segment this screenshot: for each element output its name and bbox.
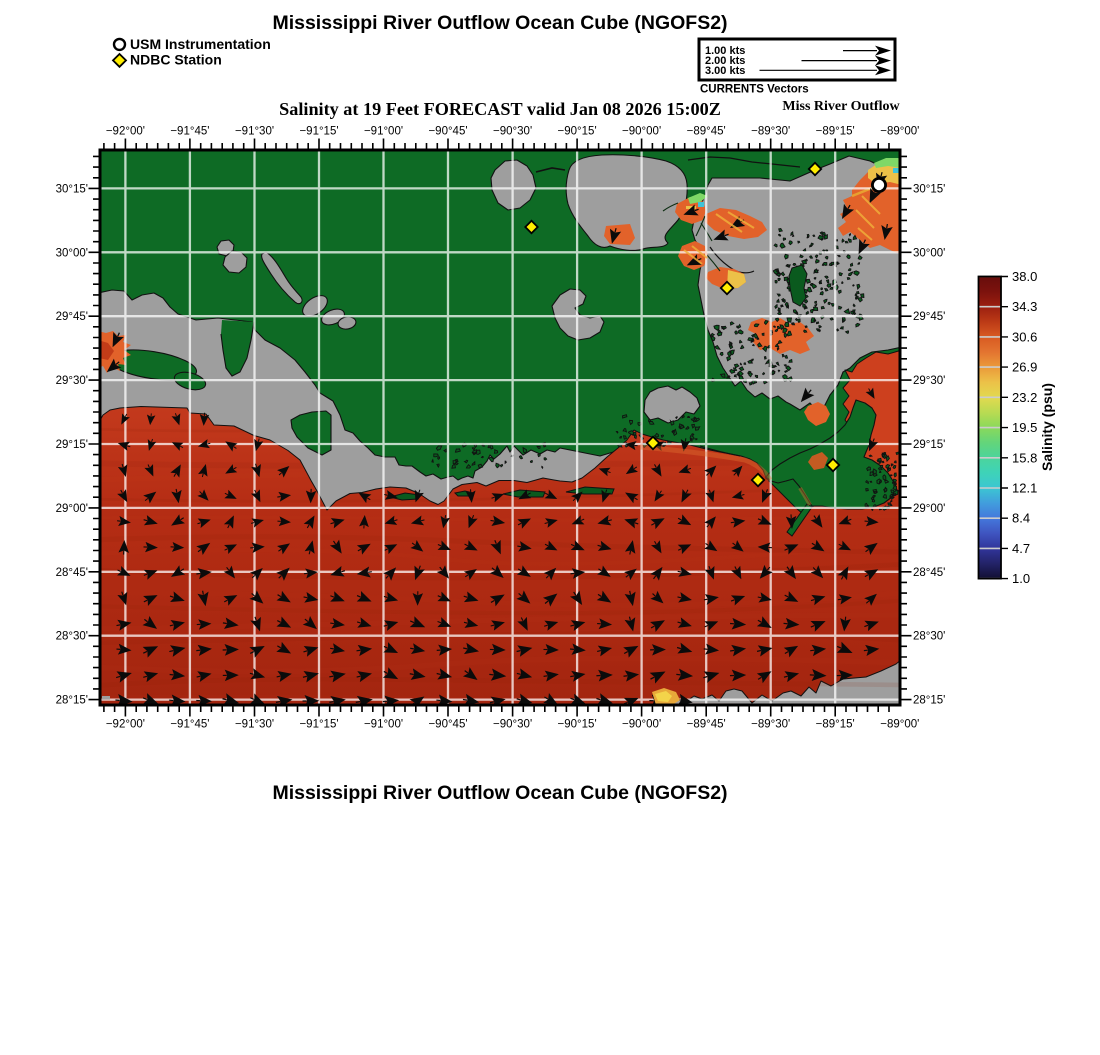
svg-text:−90°30': −90°30': [493, 719, 532, 731]
svg-text:−90°00': −90°00': [622, 719, 661, 731]
svg-text:28°30': 28°30': [913, 631, 945, 643]
svg-text:−90°30': −90°30': [493, 126, 532, 138]
svg-text:30°15': 30°15': [913, 183, 945, 195]
svg-text:8.4: 8.4: [1012, 511, 1030, 526]
svg-text:23.2: 23.2: [1012, 390, 1037, 405]
svg-text:12.1: 12.1: [1012, 481, 1037, 496]
svg-text:Salinity (psu): Salinity (psu): [1039, 383, 1055, 471]
svg-text:−90°15': −90°15': [558, 126, 597, 138]
svg-text:28°15': 28°15': [913, 695, 945, 707]
svg-text:28°45': 28°45': [56, 567, 88, 579]
svg-text:29°00': 29°00': [913, 503, 945, 515]
svg-text:30°00': 30°00': [913, 247, 945, 259]
svg-text:−91°00': −91°00': [364, 126, 403, 138]
svg-text:4.7: 4.7: [1012, 541, 1030, 556]
svg-text:Mississippi River Outflow Ocea: Mississippi River Outflow Ocean Cube (NG…: [272, 782, 727, 804]
svg-text:−90°45': −90°45': [428, 126, 467, 138]
svg-text:−89°15': −89°15': [816, 719, 855, 731]
svg-text:29°30': 29°30': [56, 375, 88, 387]
svg-text:−91°30': −91°30': [235, 126, 274, 138]
svg-text:−92°00': −92°00': [106, 126, 145, 138]
svg-text:−90°00': −90°00': [622, 126, 661, 138]
svg-text:−91°15': −91°15': [299, 126, 338, 138]
svg-text:−89°15': −89°15': [816, 126, 855, 138]
svg-text:26.9: 26.9: [1012, 360, 1037, 375]
svg-text:−89°45': −89°45': [687, 126, 726, 138]
svg-text:−91°30': −91°30': [235, 719, 274, 731]
svg-text:29°45': 29°45': [913, 311, 945, 323]
svg-text:1.0: 1.0: [1012, 571, 1030, 586]
svg-text:−90°15': −90°15': [558, 719, 597, 731]
svg-text:29°15': 29°15': [913, 439, 945, 451]
svg-text:Mississippi River Outflow Ocea: Mississippi River Outflow Ocean Cube (NG…: [272, 12, 727, 34]
svg-text:Miss River Outflow: Miss River Outflow: [782, 99, 900, 114]
svg-text:28°30': 28°30': [56, 631, 88, 643]
svg-text:30°00': 30°00': [56, 247, 88, 259]
svg-text:30°15': 30°15': [56, 183, 88, 195]
svg-text:34.3: 34.3: [1012, 299, 1037, 314]
svg-text:29°45': 29°45': [56, 311, 88, 323]
svg-text:29°00': 29°00': [56, 503, 88, 515]
svg-text:28°45': 28°45': [913, 567, 945, 579]
svg-text:Salinity at 19 Feet FORECAST v: Salinity at 19 Feet FORECAST valid Jan 0…: [279, 99, 721, 119]
svg-text:−89°30': −89°30': [751, 719, 790, 731]
svg-text:−89°00': −89°00': [880, 126, 919, 138]
svg-text:CURRENTS Vectors: CURRENTS Vectors: [700, 84, 809, 96]
svg-text:−89°30': −89°30': [751, 126, 790, 138]
svg-text:−91°45': −91°45': [170, 126, 209, 138]
svg-text:19.5: 19.5: [1012, 420, 1037, 435]
svg-text:−91°00': −91°00': [364, 719, 403, 731]
svg-text:3.00 kts: 3.00 kts: [705, 65, 745, 77]
svg-text:−89°00': −89°00': [880, 719, 919, 731]
svg-text:29°15': 29°15': [56, 439, 88, 451]
svg-text:−92°00': −92°00': [106, 719, 145, 731]
svg-text:29°30': 29°30': [913, 375, 945, 387]
svg-text:2.00 kts: 2.00 kts: [705, 55, 745, 67]
svg-text:15.8: 15.8: [1012, 450, 1037, 465]
svg-text:28°15': 28°15': [56, 695, 88, 707]
svg-text:−90°45': −90°45': [428, 719, 467, 731]
svg-text:USM Instrumentation: USM Instrumentation: [130, 36, 271, 52]
svg-text:−91°45': −91°45': [170, 719, 209, 731]
svg-text:NDBC Station: NDBC Station: [130, 52, 222, 68]
svg-text:1.00 kts: 1.00 kts: [705, 45, 745, 57]
svg-text:−89°45': −89°45': [687, 719, 726, 731]
svg-text:38.0: 38.0: [1012, 269, 1037, 284]
svg-text:30.6: 30.6: [1012, 329, 1037, 344]
svg-text:−91°15': −91°15': [299, 719, 338, 731]
